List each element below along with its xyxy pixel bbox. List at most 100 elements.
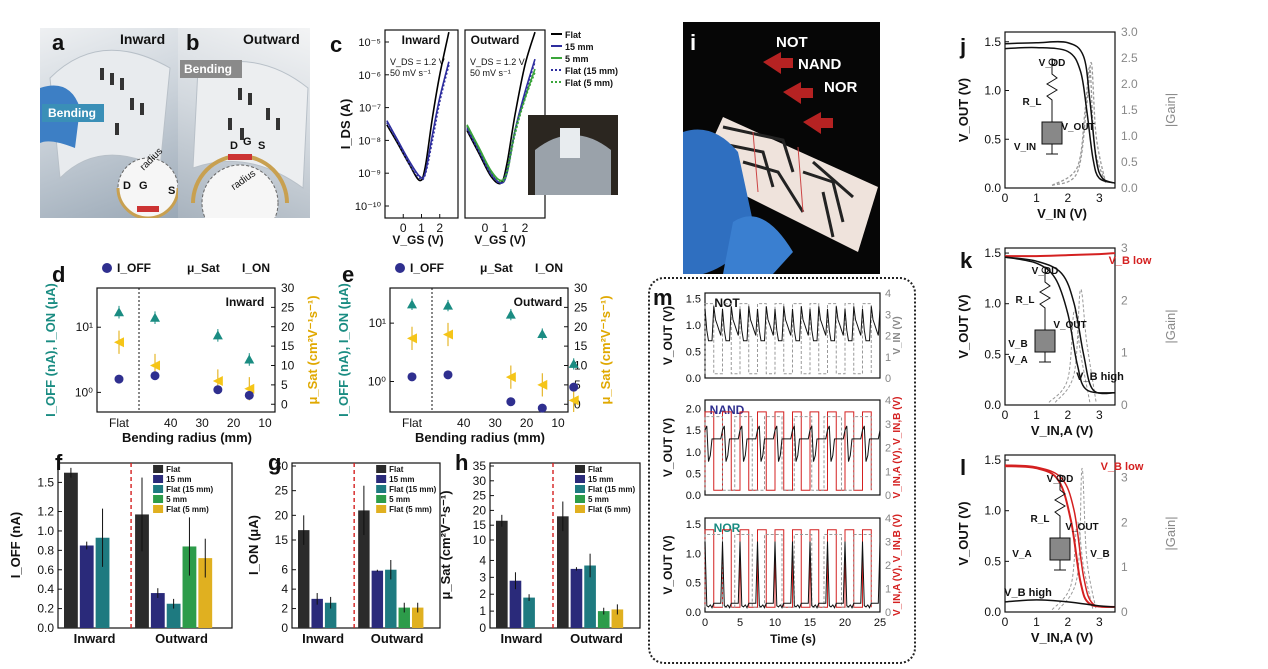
bar (135, 514, 149, 628)
x-tick-label: 15 (804, 617, 816, 629)
mu-marker (407, 333, 417, 344)
chart-title: Inward (226, 295, 265, 309)
y-tick-label: 10⁰ (75, 385, 93, 399)
x-tick-label: 0 (1002, 191, 1009, 205)
transistor (1041, 121, 1063, 145)
circuit-label: V_DD (1047, 474, 1074, 485)
bar (371, 570, 384, 628)
x-tick-label: 0 (1002, 615, 1009, 629)
y-tick-label: 1.5 (686, 519, 701, 531)
bar (311, 598, 323, 628)
legend-swatch (575, 475, 585, 483)
y-tick-label-right: 4 (885, 288, 891, 300)
y-tick-label: 10⁻⁵ (358, 37, 381, 49)
x-tick-label: 3 (1096, 615, 1103, 629)
mu-marker (212, 376, 223, 386)
y-tick-label-right: 0 (1121, 605, 1128, 619)
transistor (1049, 537, 1071, 561)
y-tick-label: 0.8 (37, 543, 54, 557)
vtc-curve (1004, 40, 1116, 184)
y-tick-label-right: 2 (1121, 293, 1128, 307)
panel-b-bending-arrow: Bending (180, 60, 242, 78)
y-tick-label-right: 0 (885, 607, 891, 619)
y-tick-label: 1.2 (37, 505, 54, 519)
y-axis-label-left: I_OFF (nA), I_ON (μA) (336, 283, 351, 417)
y-tick-label: 10⁻⁸ (358, 135, 381, 147)
legend-label: 15 mm (588, 475, 613, 484)
annotation: V_DS = 1.2 V (470, 57, 525, 67)
resistor (1054, 481, 1066, 526)
y-tick-label: 1.0 (37, 524, 54, 538)
y-tick-label: 20 (275, 508, 289, 522)
x-tick-label: 5 (737, 617, 743, 629)
output-waveform (704, 306, 881, 342)
series-line (466, 68, 536, 182)
legend-marker-ioff (395, 263, 405, 273)
vtc-curve-vb-low (1004, 252, 1116, 258)
legend-label: I_OFF (410, 261, 444, 275)
plot-frame (1004, 31, 1116, 189)
series-line (466, 71, 536, 183)
y-tick-label: 1.0 (686, 447, 701, 459)
output-waveform (704, 425, 881, 462)
y-tick-label-right: 0 (885, 373, 891, 385)
bar (95, 537, 110, 628)
subplot-title: NOT (714, 296, 740, 310)
y-tick-label: 0.0 (686, 607, 701, 619)
y-tick-label: 0.0 (984, 398, 1001, 412)
y-tick-label: 20 (473, 503, 487, 517)
y-tick-label: 0 (479, 621, 486, 635)
y-tick-label-right: 3 (1121, 241, 1128, 255)
x-axis-label: Bending radius (mm) (415, 430, 545, 445)
y-tick-label: 0.0 (984, 605, 1001, 619)
x-tick-label: 10 (769, 617, 781, 629)
ion-marker (568, 358, 579, 368)
annotation-vb-high: V_B high (1004, 587, 1052, 599)
legend-label: Flat (15 mm) (588, 485, 635, 494)
y-tick-label: 0.5 (984, 347, 1001, 361)
y-tick-label: 0.4 (37, 582, 54, 596)
ioff-marker (150, 371, 160, 381)
panel-m: 0.0 0.5 1.0 1.5 0 1 2 3 4 NOT V_OUT (V) V_IN (V) 0.0… (661, 288, 903, 646)
y-tick-label: 2 (281, 602, 288, 616)
vtc-curve (1004, 256, 1116, 395)
panel-b-g: G (243, 136, 252, 148)
x-tick-label: 0 (1002, 408, 1009, 422)
circuit-label: V_IN (1014, 142, 1036, 153)
bar (611, 609, 624, 628)
bar (509, 580, 522, 628)
chart-title: Outward (514, 295, 563, 309)
ioff-marker (506, 397, 516, 407)
legend-label: 15 mm (166, 475, 191, 484)
circuit-label: V_A (1012, 549, 1031, 560)
y-axis-label-right: |Gain| (1163, 516, 1178, 550)
bar (198, 558, 213, 628)
gain-curve (1054, 289, 1097, 403)
ion-marker (443, 300, 453, 310)
y-tick-label: 10⁰ (368, 374, 386, 388)
mu-marker (114, 337, 124, 348)
y-tick-label: 0.0 (984, 181, 1001, 195)
y-tick-label: 1.5 (984, 453, 1001, 467)
plot-frame (1004, 247, 1116, 406)
ioff-marker (407, 372, 417, 382)
y-tick-label: 1.5 (984, 35, 1001, 49)
y-tick-label-right: 20 (281, 320, 295, 334)
x-axis-label: V_IN,A (V) (1031, 630, 1093, 645)
bar (166, 603, 181, 628)
panel-i-letter: i (690, 30, 697, 55)
mu-marker (505, 372, 516, 383)
annotation-vb-low: V_B low (1109, 255, 1152, 267)
group-label: Outward (155, 631, 208, 646)
x-tick-label: 1 (1033, 408, 1040, 422)
x-tick-label: 1 (502, 221, 509, 235)
legend-label: μ_Sat (187, 261, 220, 275)
legend-swatch (376, 505, 387, 513)
y-tick-label: 1.5 (686, 293, 701, 305)
resistor (1039, 273, 1051, 318)
y-tick-label: 0.6 (37, 563, 54, 577)
mu-marker (537, 379, 548, 390)
resistor (1046, 65, 1058, 110)
y-tick-label-right: 3 (885, 419, 891, 431)
y-tick-label-right: 4 (885, 513, 891, 525)
